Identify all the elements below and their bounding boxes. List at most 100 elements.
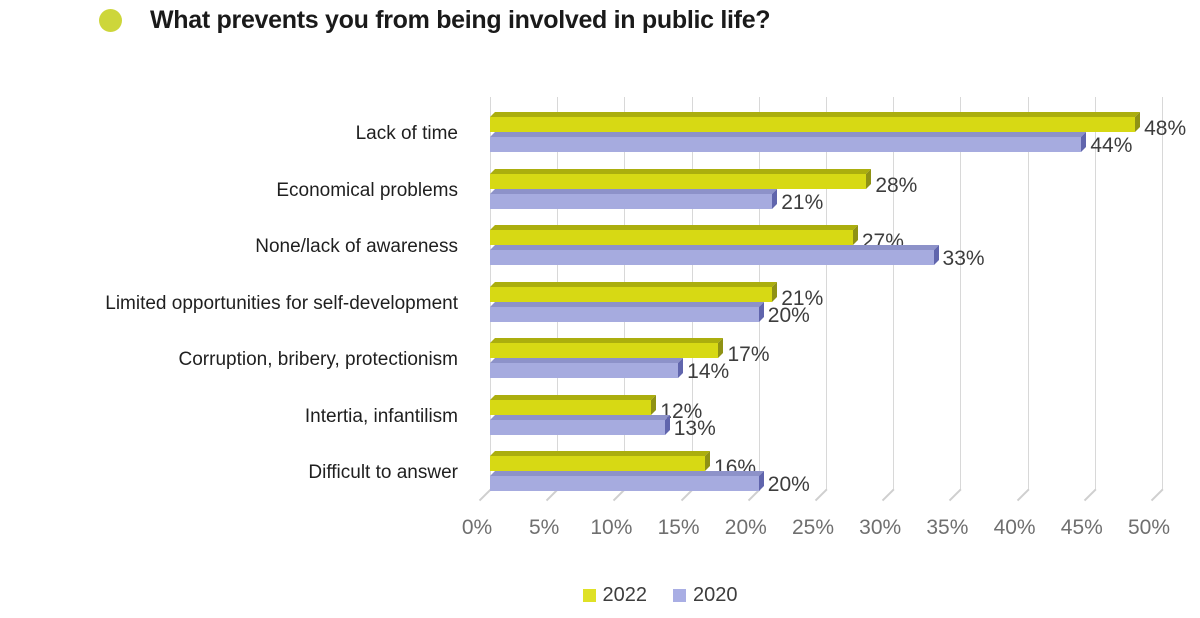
x-axis: 0% 5% 10% 15% 20% 25% 30% 35% 40% 45% 50% — [462, 516, 1170, 544]
gridline — [1094, 97, 1096, 490]
category-label: Economical problems — [276, 179, 458, 201]
bar-top-face — [490, 245, 939, 250]
category-row: Economical problems — [0, 163, 458, 220]
legend-swatch — [582, 589, 596, 602]
bar-top-face — [490, 358, 684, 363]
axis-tick-label: 25% — [791, 516, 835, 539]
bar-row: 28% 21% — [490, 163, 1162, 220]
value-label: 48% — [1144, 117, 1187, 140]
bar-top-face — [490, 112, 1141, 117]
axis-tick-label: 30% — [859, 516, 902, 539]
value-label: 12% — [660, 399, 703, 423]
legend-label: 2022 — [602, 584, 648, 606]
legend-swatch — [673, 589, 686, 602]
gridline — [893, 97, 895, 490]
legend-label: 2020 — [693, 584, 738, 606]
bar-top-face — [490, 451, 711, 456]
category-row: None/lack of awareness — [0, 219, 458, 276]
axis-tick-label: 0% — [461, 516, 493, 539]
bar-top-face — [490, 414, 670, 420]
category-row: Difficult to answer — [0, 445, 458, 502]
value-label: 17% — [727, 343, 770, 366]
axis-tick-label: 5% — [529, 516, 560, 539]
bar-side-face — [866, 168, 872, 189]
category-row: Intertia, infantilism — [0, 389, 458, 446]
category-label: Limited opportunities for self-developme… — [105, 292, 458, 314]
bar-side-face — [758, 471, 764, 491]
chart-header: What prevents you from being involved in… — [99, 6, 771, 35]
gridline — [1027, 97, 1029, 490]
bar-2020 — [490, 301, 764, 322]
value-label: 14% — [687, 360, 730, 383]
value-label: 21% — [781, 190, 824, 214]
axis-tick-label: 35% — [926, 516, 969, 539]
legend-item-2020: 2020 — [673, 584, 738, 607]
category-label: Corruption, bribery, protectionism — [178, 349, 458, 371]
legend-item-2022: 2022 — [582, 584, 648, 607]
axis-tick-label: 20% — [724, 516, 767, 539]
bar-top-face — [490, 168, 872, 174]
bar-2022 — [490, 225, 858, 245]
bar-top-face — [490, 301, 764, 307]
bar-side-face — [772, 281, 778, 302]
bar-side-face — [758, 301, 764, 322]
bar-top-face — [490, 132, 1087, 137]
bar-2022 — [490, 338, 724, 358]
bar-top-face — [490, 281, 778, 287]
category-label: Intertia, infantilism — [304, 405, 458, 427]
bar-top-face — [490, 394, 657, 400]
gridline — [1162, 97, 1163, 490]
bar-row: 12% 13% — [490, 389, 1162, 446]
bar-row: 16% 20% — [490, 445, 1162, 502]
bar-side-face — [1081, 132, 1087, 152]
value-label: 20% — [767, 303, 810, 327]
bar-side-face — [933, 245, 939, 265]
bar-2020 — [490, 245, 939, 265]
bar-2020 — [490, 471, 764, 491]
bullet-icon — [99, 9, 122, 32]
bar-2022 — [490, 281, 778, 302]
gridline — [960, 97, 962, 490]
bar-row: 48% 44% — [490, 106, 1186, 163]
bar-side-face — [678, 358, 684, 378]
gridline — [826, 97, 827, 490]
legend: 2022 2020 — [120, 584, 1200, 607]
bar-2020 — [490, 358, 684, 378]
bar-side-face — [718, 338, 724, 358]
bar-2022 — [490, 451, 711, 471]
bar-2022 — [490, 394, 657, 415]
bar-2020 — [490, 414, 670, 435]
bar-2020 — [490, 188, 778, 209]
bar-side-face — [852, 225, 858, 245]
category-label: Lack of time — [355, 123, 458, 145]
bar-top-face — [490, 188, 778, 194]
value-label: 44% — [1090, 134, 1133, 157]
bar-top-face — [490, 471, 764, 476]
value-label: 20% — [767, 473, 810, 496]
bar-top-face — [490, 225, 858, 230]
bar-2022 — [490, 168, 872, 189]
category-row: Corruption, bribery, protectionism — [0, 332, 458, 389]
value-label: 21% — [781, 286, 824, 310]
bar-side-face — [705, 451, 711, 471]
bar-row: 27% 33% — [490, 219, 1162, 276]
bar-row: 17% 14% — [490, 332, 1162, 389]
axis-tick-label: 15% — [657, 516, 700, 539]
value-label: 13% — [673, 416, 716, 440]
category-label: Difficult to answer — [308, 462, 458, 484]
category-row: Lack of time — [0, 106, 458, 163]
value-label: 33% — [942, 247, 985, 270]
axis-tick-label: 50% — [1127, 516, 1171, 539]
value-label: 28% — [875, 173, 918, 197]
bar-2022 — [490, 112, 1141, 132]
bar-row: 21% 20% — [490, 276, 1162, 333]
axis-tick-label: 40% — [993, 516, 1036, 539]
bar-side-face — [651, 394, 657, 415]
bar-side-face — [772, 188, 778, 209]
category-row: Limited opportunities for self-developme… — [0, 276, 458, 333]
bar-2020 — [490, 132, 1087, 152]
axis-tick-label: 10% — [590, 516, 633, 539]
category-label: None/lack of awareness — [255, 236, 458, 258]
chart-title: What prevents you from being involved in… — [150, 6, 771, 34]
